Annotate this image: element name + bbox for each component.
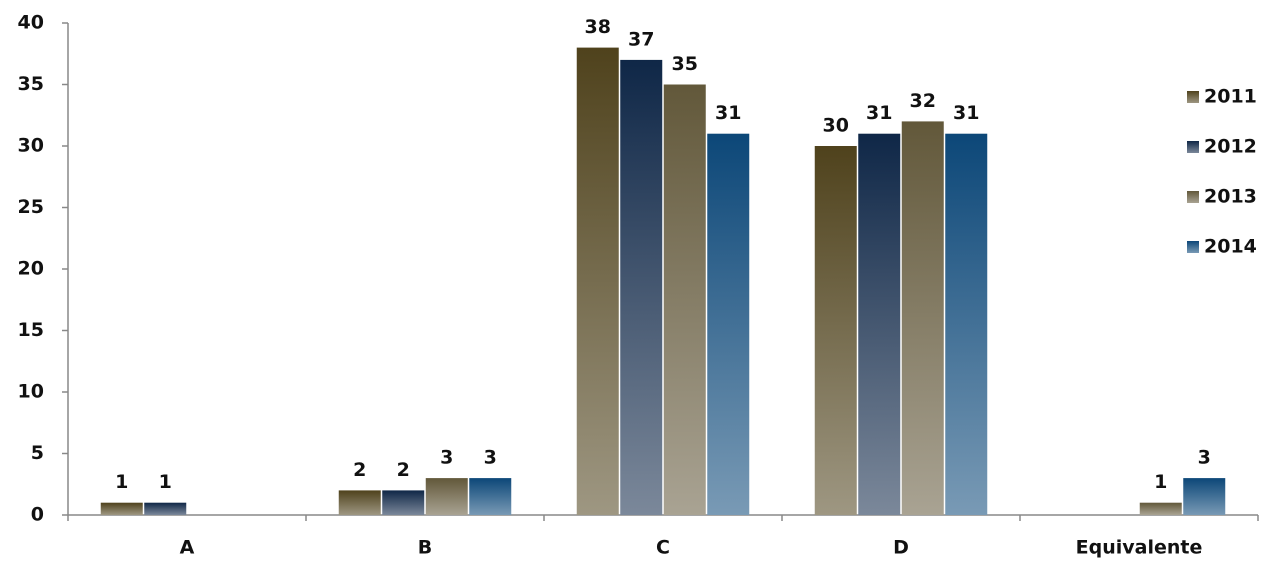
legend-swatch	[1187, 91, 1199, 103]
data-label: 3	[484, 447, 497, 469]
data-label: 31	[866, 102, 892, 124]
y-tick-label: 15	[18, 319, 44, 341]
bar	[945, 133, 988, 515]
data-label: 30	[823, 115, 849, 137]
legend-swatch	[1187, 241, 1199, 253]
y-tick-label: 5	[31, 442, 44, 464]
bar	[100, 502, 143, 515]
y-tick-label: 20	[18, 258, 44, 280]
bar	[707, 133, 750, 515]
y-tick-label: 10	[18, 381, 44, 403]
y-tick-label: 40	[18, 12, 44, 34]
bar	[620, 59, 663, 516]
data-label: 1	[159, 471, 172, 493]
data-label: 31	[953, 102, 979, 124]
x-tick-label: D	[893, 537, 909, 559]
bar	[338, 490, 381, 515]
data-label: 2	[353, 459, 366, 481]
bar	[1139, 502, 1182, 515]
legend-label: 2012	[1204, 136, 1257, 158]
bar	[576, 47, 619, 515]
data-label: 3	[1198, 447, 1211, 469]
data-label: 32	[910, 90, 936, 112]
legend-label: 2014	[1204, 236, 1257, 258]
legend-swatch	[1187, 141, 1199, 153]
data-label: 35	[672, 53, 698, 75]
bar	[144, 502, 187, 515]
bar	[425, 478, 468, 515]
data-label: 2	[397, 459, 410, 481]
bar	[382, 490, 425, 515]
legend-label: 2013	[1204, 186, 1257, 208]
legend-swatch	[1187, 191, 1199, 203]
bar	[663, 84, 706, 515]
y-tick-label: 25	[18, 196, 44, 218]
x-tick-label: C	[656, 537, 670, 559]
legend-label: 2011	[1204, 86, 1257, 108]
bar	[814, 146, 857, 515]
bar	[858, 133, 901, 515]
data-label: 37	[628, 28, 654, 50]
x-tick-label: B	[418, 537, 432, 559]
y-tick-label: 0	[31, 504, 44, 526]
data-label: 38	[585, 16, 611, 38]
x-tick-label: Equivalente	[1076, 537, 1203, 559]
data-label: 1	[115, 471, 128, 493]
bar	[901, 121, 944, 516]
data-label: 31	[715, 102, 741, 124]
data-label: 1	[1154, 471, 1167, 493]
bar	[1183, 478, 1226, 515]
bar	[469, 478, 512, 515]
x-tick-label: A	[180, 537, 195, 559]
data-label: 3	[440, 447, 453, 469]
y-tick-label: 30	[18, 135, 44, 157]
y-tick-label: 35	[18, 73, 44, 95]
